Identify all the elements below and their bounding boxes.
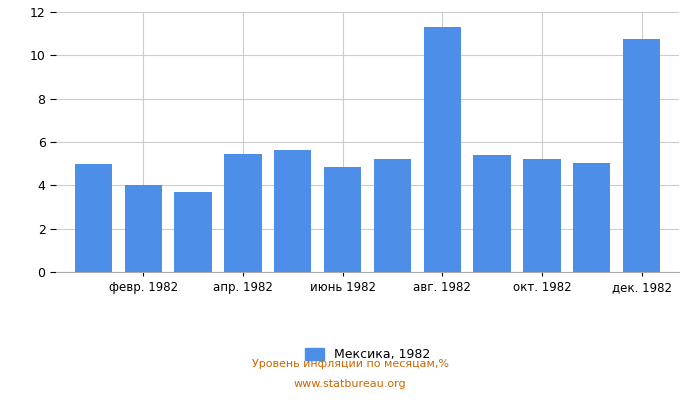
Bar [524,159,561,272]
Bar [573,162,610,272]
Bar [623,39,660,272]
Bar [473,155,511,272]
Text: www.statbureau.org: www.statbureau.org [294,379,406,389]
Bar [75,164,112,272]
Legend: Мексика, 1982: Мексика, 1982 [300,343,435,366]
Bar [274,150,312,272]
Bar [224,154,262,272]
Bar [374,159,411,272]
Text: Уровень инфляции по месяцам,%: Уровень инфляции по месяцам,% [251,359,449,369]
Bar [424,27,461,272]
Bar [125,185,162,272]
Bar [324,167,361,272]
Bar [174,192,211,272]
